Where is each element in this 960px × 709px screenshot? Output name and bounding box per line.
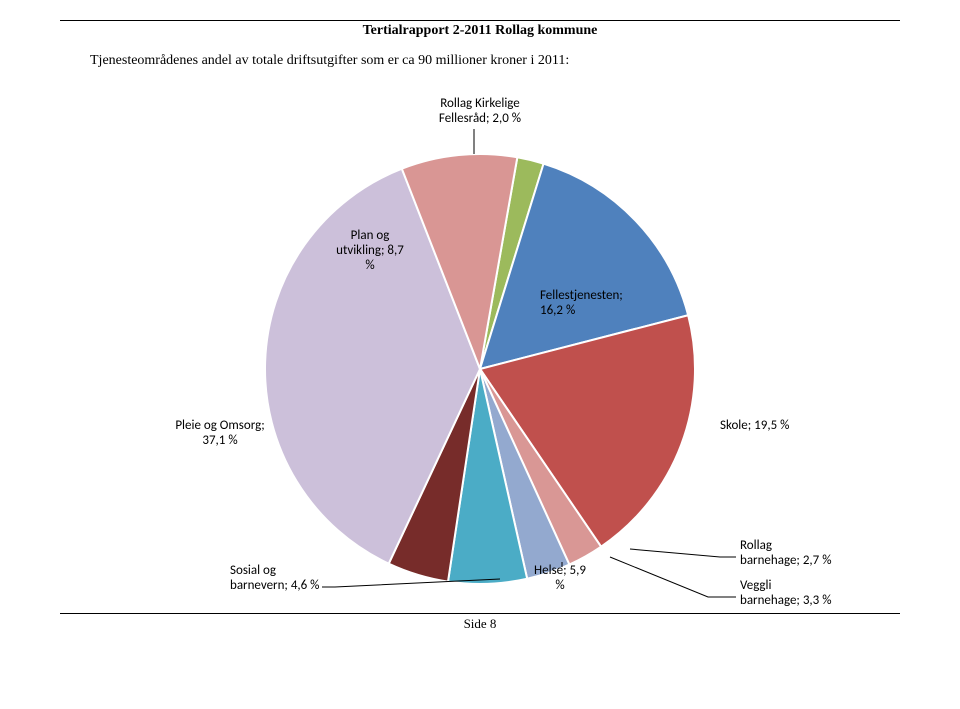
page-header-title: Tertialrapport 2-2011 Rollag kommune: [60, 23, 900, 39]
pie-chart: Rollag KirkeligeFellesråd; 2,0 %Fellestj…: [60, 79, 900, 609]
page-number: Side 8: [60, 616, 900, 632]
footer-rule: [60, 613, 900, 614]
slice-label-helse: Helse; 5,9%: [534, 563, 586, 593]
leader-line-rollagbh: [630, 549, 736, 557]
header-rule: [60, 20, 900, 21]
slice-label-rollagbh: Rollagbarnehage; 2,7 %: [740, 538, 832, 568]
leader-line-vegglibh: [610, 557, 736, 597]
slice-label-sosial: Sosial ogbarnevern; 4,6 %: [230, 563, 319, 593]
slice-label-skole: Skole; 19,5 %: [720, 418, 789, 433]
slice-label-pleie: Pleie og Omsorg;37,1 %: [175, 418, 264, 448]
document-page: Tertialrapport 2-2011 Rollag kommune Tje…: [0, 0, 960, 709]
slice-label-kirkelig: Rollag KirkeligeFellesråd; 2,0 %: [439, 96, 521, 126]
intro-text: Tjenesteområdenes andel av totale drifts…: [90, 53, 900, 69]
slice-label-vegglibh: Vegglibarnehage; 3,3 %: [740, 578, 832, 608]
